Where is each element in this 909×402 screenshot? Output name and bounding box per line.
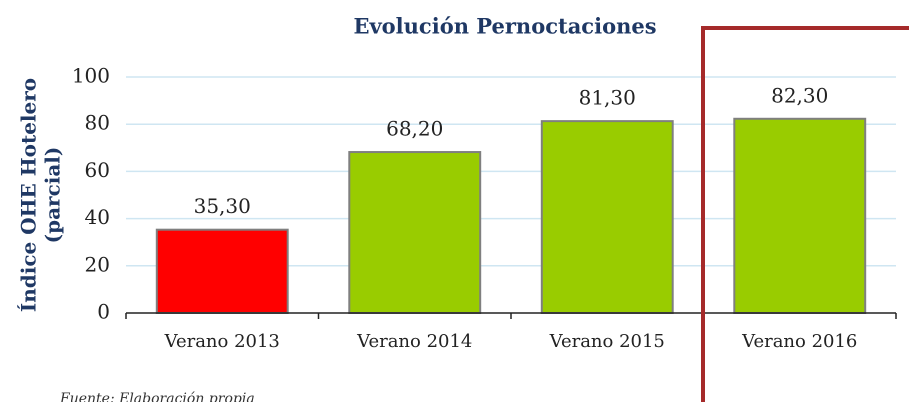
x-tick-label: Verano 2013: [164, 331, 280, 352]
y-axis-title: Índice OHE Hotelero (parcial): [17, 78, 65, 312]
y-tick-label: 0: [97, 300, 110, 324]
y-tick-label: 40: [85, 205, 110, 229]
y-tick-label: 100: [72, 64, 110, 88]
y-tick-label: 80: [85, 111, 110, 135]
source-note: Fuente: Elaboración propia: [59, 391, 255, 402]
x-tick-label: Verano 2015: [549, 331, 665, 352]
bar: [348, 151, 482, 314]
data-label: 35,30: [194, 194, 251, 218]
y-axis-title-line: Índice OHE Hotelero: [17, 78, 41, 312]
y-tick-label: 60: [85, 158, 110, 182]
bar: [540, 120, 674, 314]
bar: [733, 117, 867, 314]
y-tick-label: 20: [85, 252, 110, 276]
x-tick-label: Verano 2016: [741, 331, 857, 352]
bar: [155, 228, 289, 314]
data-label: 82,30: [771, 83, 828, 107]
data-label: 68,20: [386, 117, 443, 141]
y-axis-title-line: (parcial): [41, 147, 65, 244]
chart-title: Evolución Pernoctaciones: [353, 14, 656, 39]
x-tick-label: Verano 2014: [356, 331, 472, 352]
data-label: 81,30: [579, 86, 636, 110]
